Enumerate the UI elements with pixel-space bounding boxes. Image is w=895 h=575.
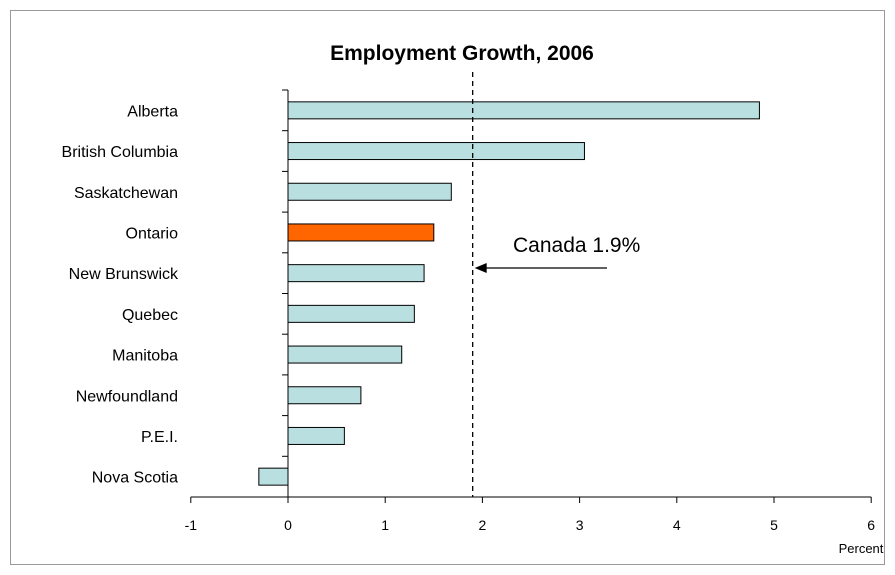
canada-annotation: Canada 1.9% (513, 234, 640, 257)
x-tick-label: 1 (381, 517, 389, 533)
category-label-new-brunswick: New Brunswick (69, 266, 179, 283)
bar-new-brunswick (287, 264, 425, 283)
axis-layer: -1 0 1 2 3 4 5 6 (185, 89, 875, 533)
x-tick-label: 6 (867, 517, 875, 533)
bar-newfoundland (287, 386, 362, 405)
category-label-saskatchewan: Saskatchewan (74, 185, 178, 202)
bars-layer (258, 101, 760, 486)
labels-layer: Alberta British Columbia Saskatchewan Ontar… (62, 103, 179, 486)
category-label-alberta: Alberta (127, 103, 178, 120)
category-label-british-columbia: British Columbia (62, 144, 179, 161)
bar-saskatchewan (287, 182, 452, 201)
category-label-manitoba: Manitoba (112, 348, 178, 365)
category-label-quebec: Quebec (122, 307, 178, 324)
bar-quebec (287, 304, 415, 323)
category-label-newfoundland: Newfoundland (76, 388, 178, 405)
category-label-nova-scotia: Nova Scotia (92, 470, 178, 487)
category-label-ontario: Ontario (126, 225, 179, 242)
x-tick-label: 0 (284, 517, 292, 533)
bar-nova-scotia (258, 467, 289, 486)
x-tick-label: 2 (479, 517, 487, 533)
x-tick-label: 5 (770, 517, 778, 533)
chart-title: Employment Growth, 2006 (330, 42, 594, 65)
bar-p-e-i (287, 426, 345, 445)
x-tick-label: 3 (576, 517, 584, 533)
x-axis-label: Percent (839, 541, 884, 556)
x-tick-label: -1 (185, 517, 198, 533)
bar-ontario (287, 223, 435, 242)
category-label-p-e-i: P.E.I. (141, 429, 178, 446)
canada-arrowhead (474, 263, 487, 273)
bar-alberta (287, 101, 760, 120)
x-tick-label: 4 (673, 517, 681, 533)
bar-british-columbia (287, 142, 585, 161)
bar-manitoba (287, 345, 403, 364)
